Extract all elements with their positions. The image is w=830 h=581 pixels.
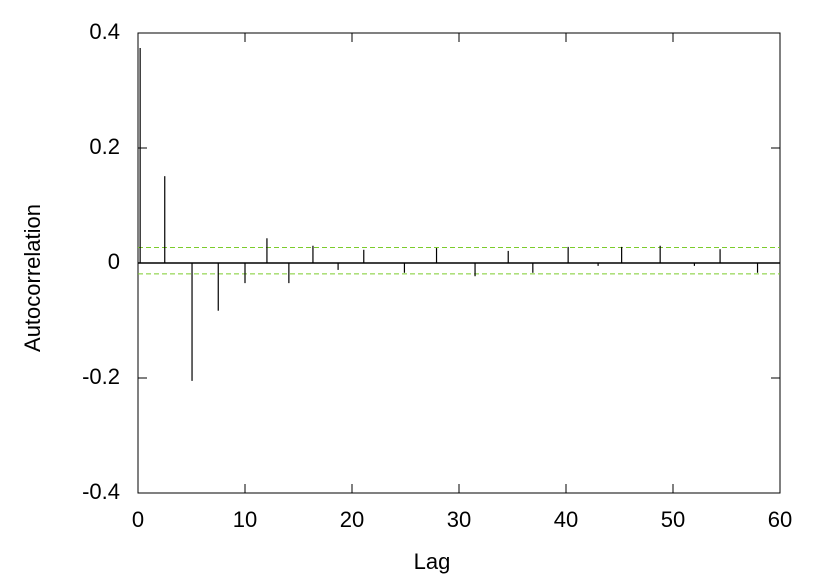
y-tick-label: -0.2 [82, 364, 120, 389]
y-axis-label: Autocorrelation [20, 204, 45, 352]
x-tick-label: 60 [768, 507, 792, 532]
x-tick-label: 0 [132, 507, 144, 532]
y-tick-label: -0.4 [82, 479, 120, 504]
x-axis-label: Lag [414, 549, 451, 574]
x-tick-label: 50 [661, 507, 685, 532]
y-tick-label: 0.2 [89, 134, 120, 159]
y-tick-label: 0.4 [89, 19, 120, 44]
x-tick-label: 30 [447, 507, 471, 532]
x-tick-label: 20 [340, 507, 364, 532]
x-tick-label: 10 [233, 507, 257, 532]
x-tick-label: 40 [554, 507, 578, 532]
y-tick-label: 0 [108, 249, 120, 274]
